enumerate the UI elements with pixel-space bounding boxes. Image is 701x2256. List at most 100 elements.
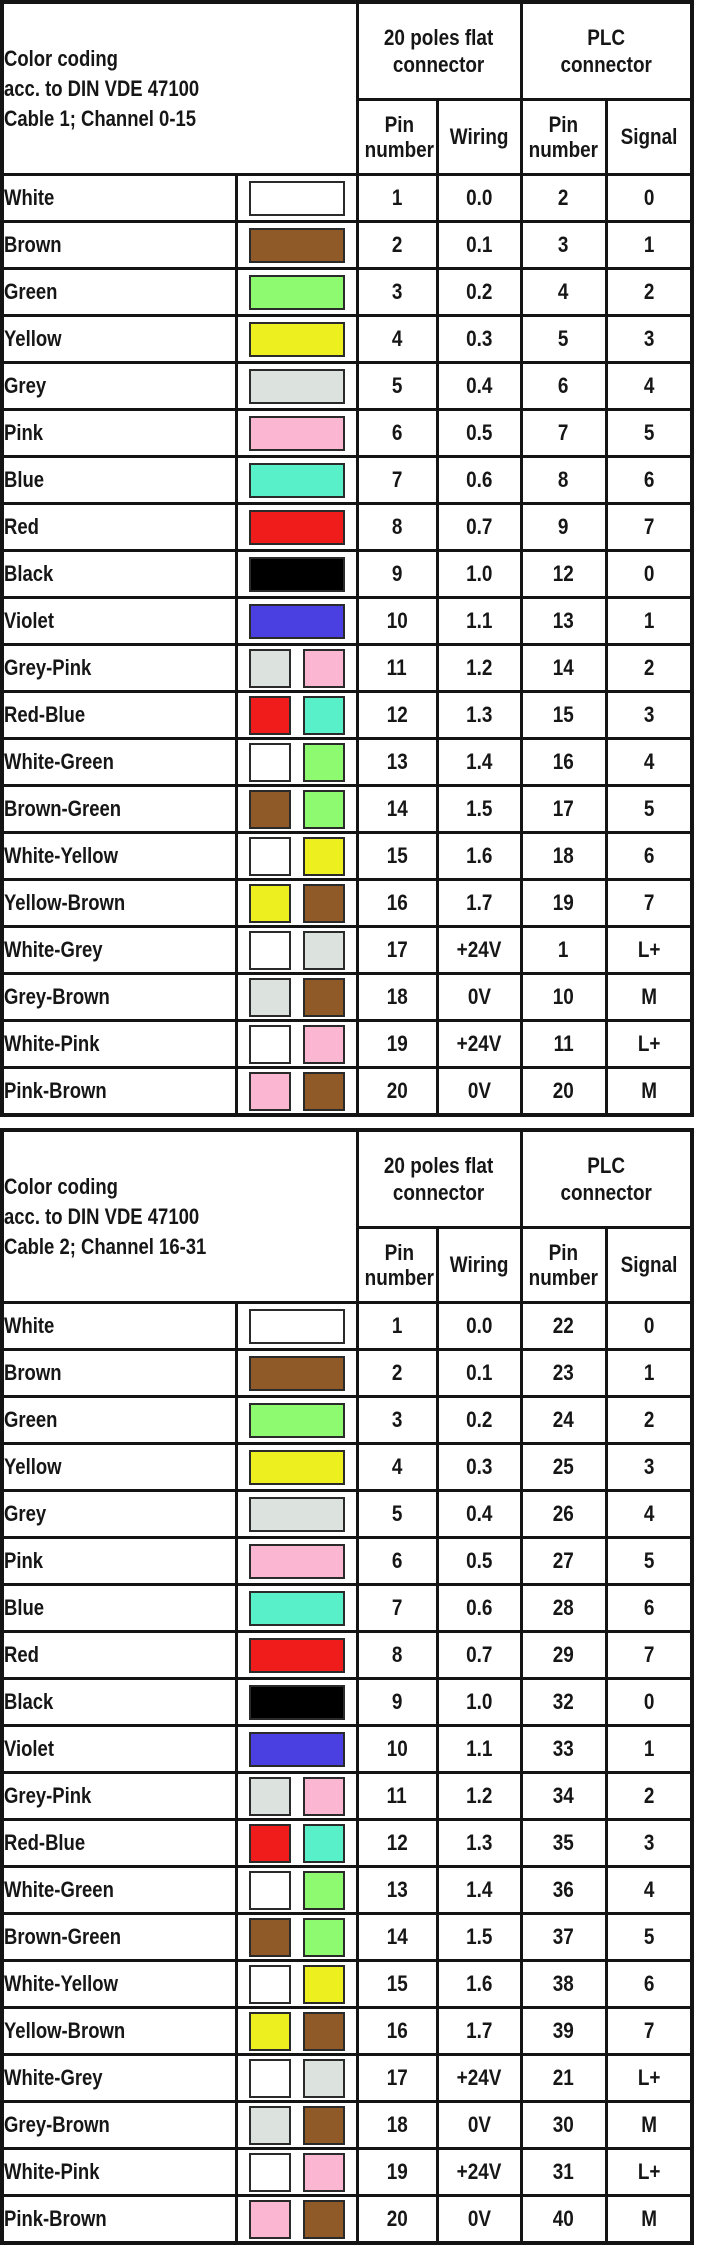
wiring-cell: 1.6 <box>435 1959 523 2009</box>
color-name: Grey-Pink <box>0 1771 238 1821</box>
color-swatch-cell <box>234 267 359 317</box>
flat-pin-number-header: Pin number <box>355 1225 439 1305</box>
signal-cell: 5 <box>604 1536 694 1586</box>
wiring-cell: +24V <box>435 2147 523 2197</box>
color-name: White-Grey <box>0 2053 238 2103</box>
flat-pin-cell: 14 <box>355 784 439 834</box>
wiring-cell: 1.4 <box>435 1865 523 1915</box>
grey-swatch <box>302 2058 345 2098</box>
flat-pin-cell: 11 <box>355 643 439 693</box>
color-name: Grey <box>0 361 238 411</box>
plc-pin-cell: 31 <box>519 2147 608 2197</box>
green-swatch <box>302 1917 345 1957</box>
color-name: Yellow <box>0 1442 238 1492</box>
table-row: Yellow-Brown 16 1.7 19 7 <box>0 878 694 928</box>
white-swatch <box>248 180 345 216</box>
table-row: Red-Blue 12 1.3 15 3 <box>0 690 694 740</box>
signal-cell: 3 <box>604 690 694 740</box>
flat-pin-cell: 5 <box>355 361 439 411</box>
table-row: Blue 7 0.6 28 6 <box>0 1583 694 1633</box>
flat-pin-cell: 4 <box>355 1442 439 1492</box>
wiring-cell: 1.7 <box>435 878 523 928</box>
flat-group-line-2: connector <box>393 51 485 77</box>
table-row: Pink-Brown 20 0V 40 M <box>0 2194 694 2245</box>
plc-pin-cell: 17 <box>519 784 608 834</box>
color-swatch-cell <box>234 2053 359 2103</box>
red-swatch <box>248 509 345 545</box>
brown-swatch <box>302 2105 345 2145</box>
wiring-cell: 0.7 <box>435 1630 523 1680</box>
wiring-cell: 0.1 <box>435 1348 523 1398</box>
flat-pin-cell: 15 <box>355 831 439 881</box>
plc-pin-cell: 32 <box>519 1677 608 1727</box>
signal-cell: L+ <box>604 925 694 975</box>
brown-swatch <box>248 789 291 829</box>
pink-swatch <box>248 1071 291 1111</box>
wiring-cell: +24V <box>435 925 523 975</box>
plc-connector-group-header: PLC connector <box>519 1128 694 1229</box>
signal-cell: 1 <box>604 596 694 646</box>
white-swatch <box>248 2152 291 2192</box>
wiring-cell: 0.6 <box>435 1583 523 1633</box>
color-swatch-cell <box>234 878 359 928</box>
grey-swatch <box>248 977 291 1017</box>
plc-pin-cell: 3 <box>519 220 608 270</box>
table-body-cable-2: White 1 0.0 22 0 Brown 2 0.1 23 1 Green 3 0.2 24 2 Yell… <box>0 1301 694 2245</box>
flat-pin-cell: 19 <box>355 2147 439 2197</box>
color-name: White-Grey <box>0 925 238 975</box>
yellow-swatch <box>248 883 291 923</box>
color-coding-table-cable-1: Color coding acc. to DIN VDE 47100 Cable… <box>0 0 695 1117</box>
green-swatch <box>248 274 345 310</box>
color-name: Blue <box>0 1583 238 1633</box>
flat-pin-cell: 13 <box>355 1865 439 1915</box>
brown-swatch <box>248 227 345 263</box>
flat-pin-cell: 20 <box>355 2194 439 2245</box>
wiring-cell: 1.0 <box>435 1677 523 1727</box>
wiring-cell: 0.5 <box>435 408 523 458</box>
flat-pin-cell: 12 <box>355 690 439 740</box>
wiring-cell: 0.3 <box>435 314 523 364</box>
flat-pin-cell: 7 <box>355 455 439 505</box>
red-swatch <box>248 1637 345 1673</box>
color-swatch-cell <box>234 737 359 787</box>
plc-pin-cell: 16 <box>519 737 608 787</box>
flat-pin-cell: 19 <box>355 1019 439 1069</box>
color-swatch-cell <box>234 1489 359 1539</box>
wiring-cell: +24V <box>435 2053 523 2103</box>
violet-swatch <box>248 603 345 639</box>
white-swatch <box>248 1870 291 1910</box>
group-header-row: Color coding acc. to DIN VDE 47100 Cable… <box>0 1128 694 1304</box>
plc-pin-cell: 10 <box>519 972 608 1022</box>
grey-swatch <box>248 1776 291 1816</box>
flat-pin-cell: 17 <box>355 2053 439 2103</box>
plc-pin-cell: 7 <box>519 408 608 458</box>
plc-pin-cell: 15 <box>519 690 608 740</box>
table-row: Yellow 4 0.3 25 3 <box>0 1442 694 1492</box>
flat-pin-cell: 8 <box>355 502 439 552</box>
pink-swatch <box>248 1543 345 1579</box>
table-row: Red 8 0.7 29 7 <box>0 1630 694 1680</box>
color-swatch-cell <box>234 1348 359 1398</box>
color-name: Yellow-Brown <box>0 2006 238 2056</box>
table-row: Yellow 4 0.3 5 3 <box>0 314 694 364</box>
table-row: Brown-Green 14 1.5 37 5 <box>0 1912 694 1962</box>
flat-pin-cell: 11 <box>355 1771 439 1821</box>
color-swatch-cell <box>234 1677 359 1727</box>
flat-pin-header-line-2: number <box>364 1264 434 1290</box>
white-swatch <box>248 742 291 782</box>
flat-pin-cell: 1 <box>355 1301 439 1351</box>
table-row: Grey-Pink 11 1.2 34 2 <box>0 1771 694 1821</box>
signal-cell: 6 <box>604 1583 694 1633</box>
color-swatch-cell <box>234 643 359 693</box>
signal-cell: L+ <box>604 1019 694 1069</box>
plc-pin-cell: 30 <box>519 2100 608 2150</box>
white-swatch <box>248 2058 291 2098</box>
color-swatch-cell <box>234 690 359 740</box>
color-swatch-cell <box>234 925 359 975</box>
signal-cell: 0 <box>604 1301 694 1351</box>
color-swatch-cell <box>234 1395 359 1445</box>
color-name: Red-Blue <box>0 1818 238 1868</box>
color-name: Brown <box>0 1348 238 1398</box>
table-row: Pink 6 0.5 27 5 <box>0 1536 694 1586</box>
color-swatch-cell <box>234 1536 359 1586</box>
